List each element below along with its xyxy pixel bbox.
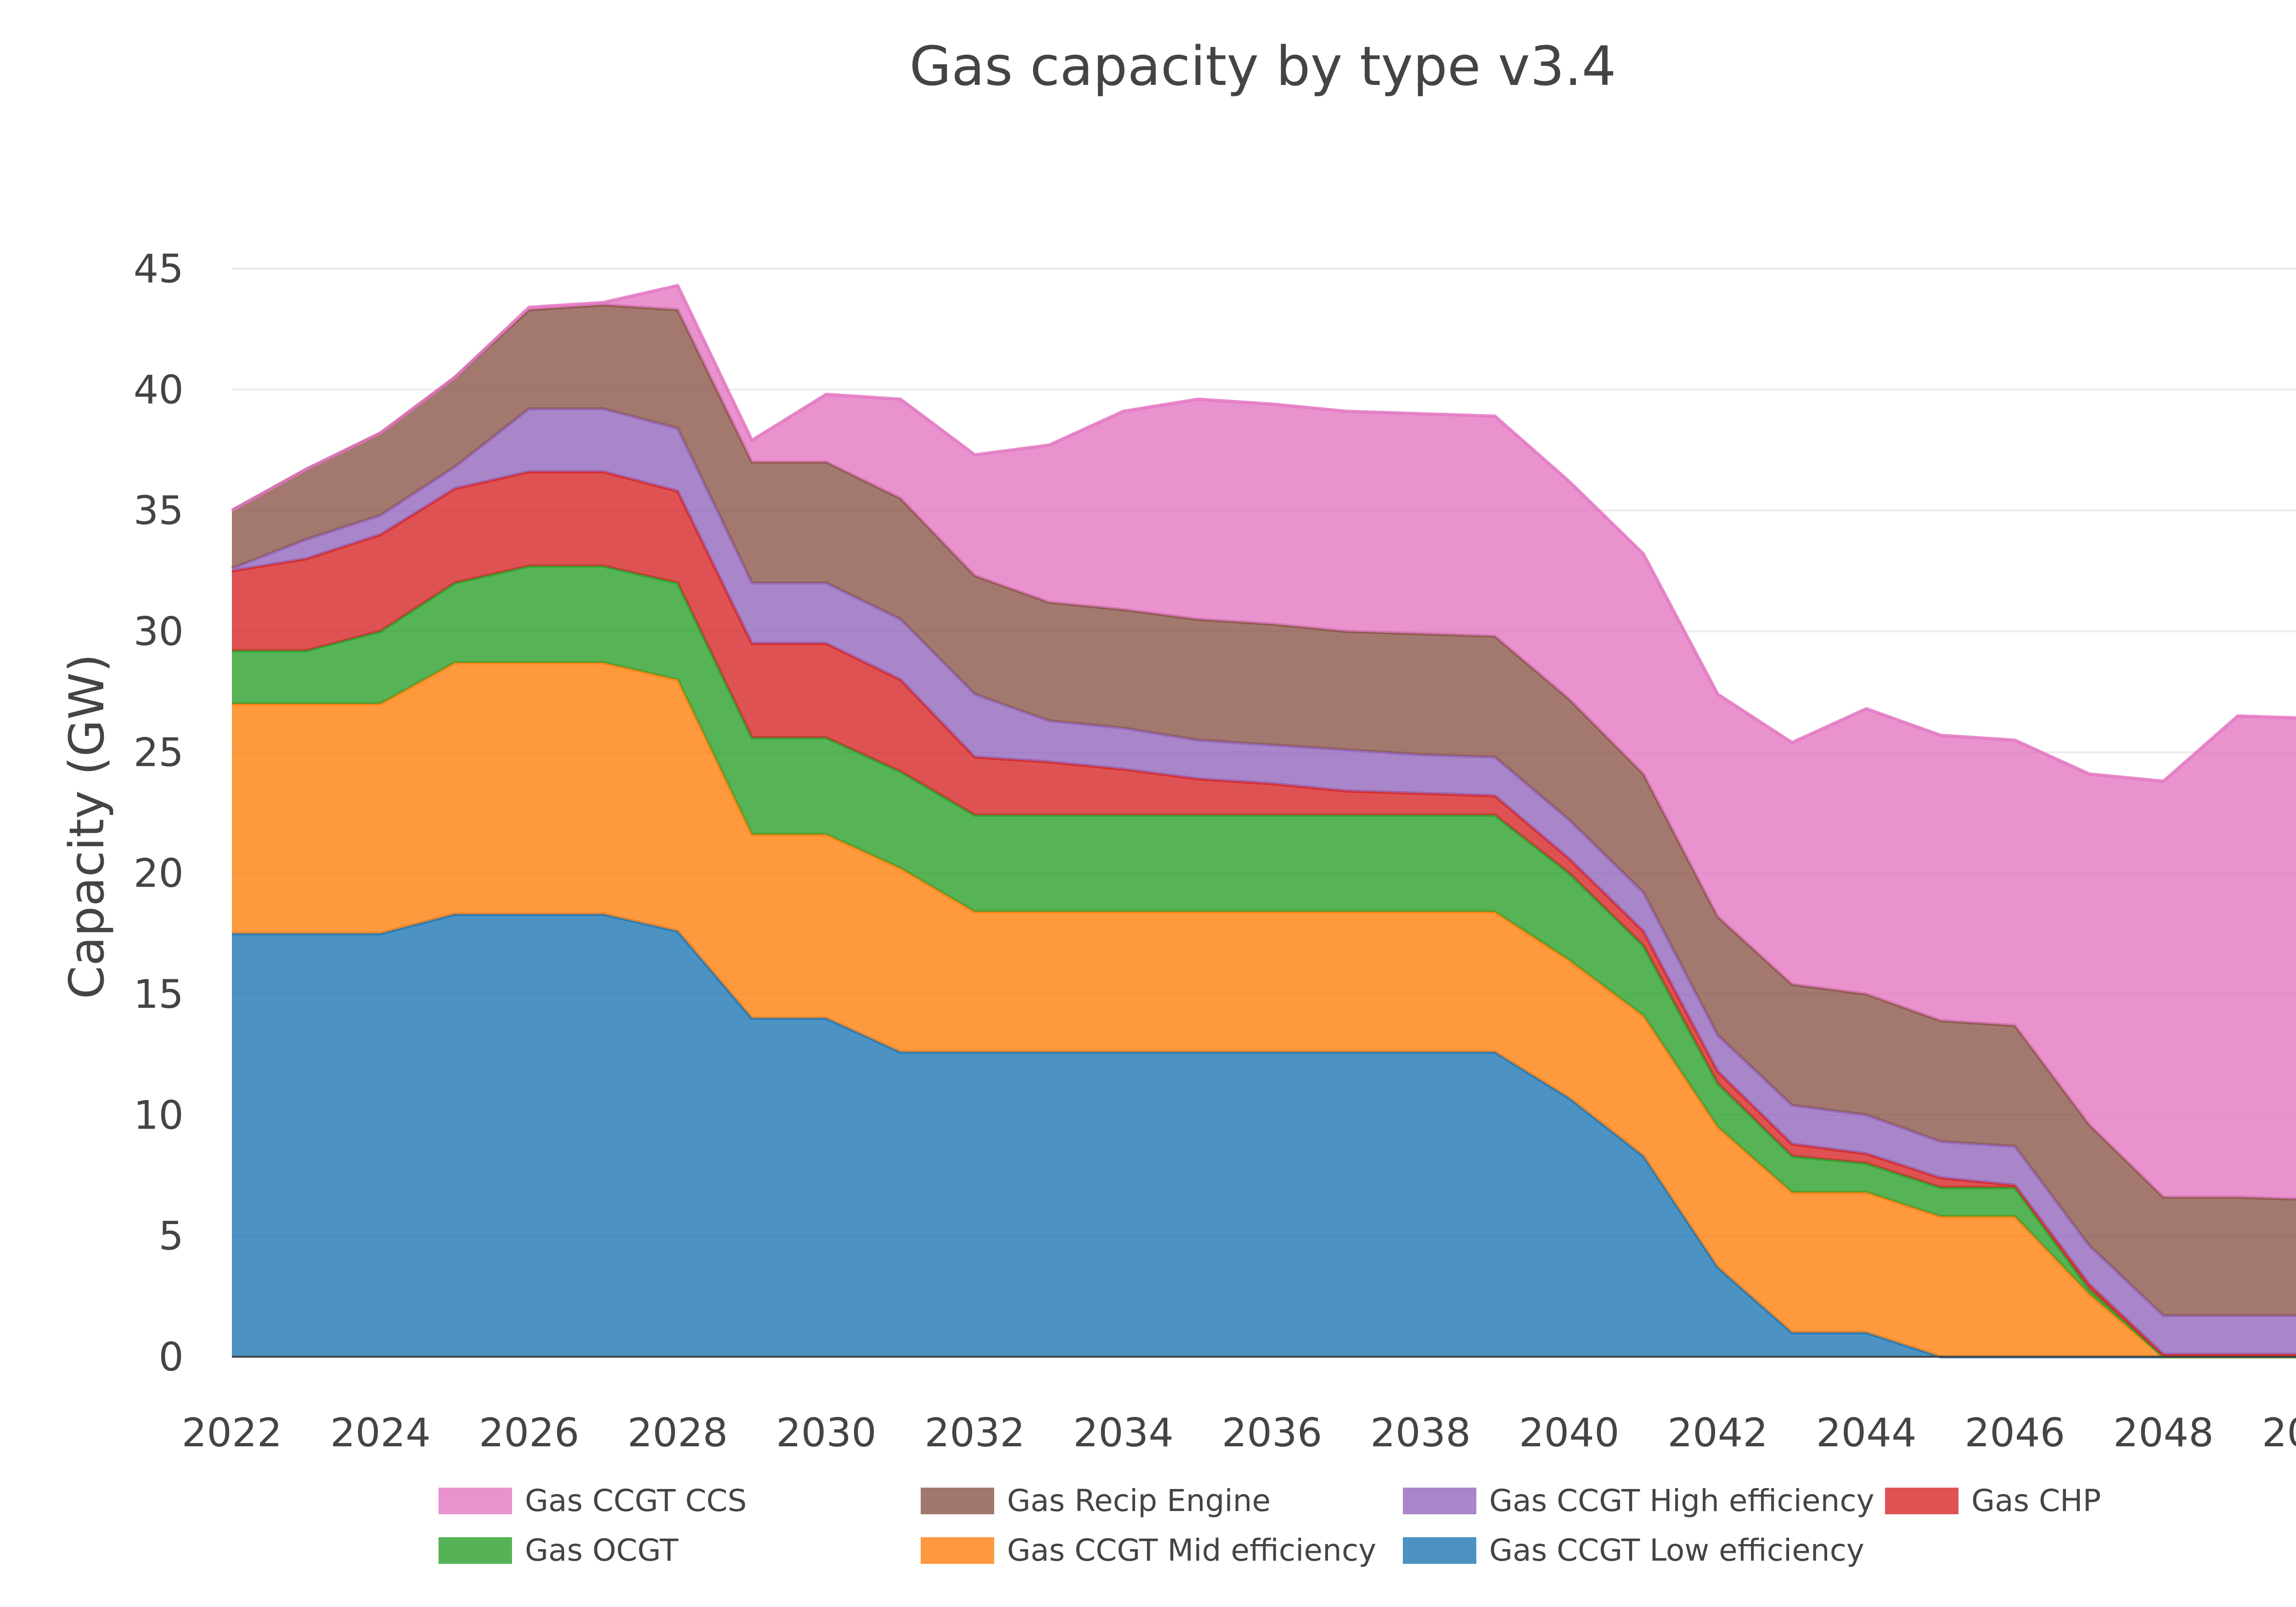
x-tick-label: 2042 bbox=[1667, 1410, 1768, 1456]
legend-label: Gas OCGT bbox=[525, 1533, 679, 1568]
series-line-gas-ccgt-ccs bbox=[231, 284, 2296, 783]
y-tick-label: 35 bbox=[134, 488, 184, 534]
legend-swatch bbox=[921, 1487, 994, 1514]
legend-swatch bbox=[1403, 1487, 1476, 1514]
y-tick-label: 30 bbox=[134, 609, 184, 655]
y-tick-label: 15 bbox=[134, 972, 184, 1017]
legend-item[interactable]: Gas CCGT High efficiency bbox=[1403, 1483, 1874, 1518]
y-tick-label: 5 bbox=[158, 1214, 184, 1259]
legend-label: Gas CHP bbox=[1971, 1483, 2101, 1518]
legend-item[interactable]: Gas CCGT Low efficiency bbox=[1403, 1533, 1864, 1568]
legend-swatch bbox=[1885, 1487, 1958, 1514]
legend-label: Gas CCGT High efficiency bbox=[1489, 1483, 1874, 1518]
area-gas-recip-engine[interactable] bbox=[232, 305, 2296, 1316]
area-gas-ccgt-ccs[interactable] bbox=[232, 285, 2296, 1200]
x-axis-ticks: 2022 2024 2026 2028 2030 2032 2034 2036 2038 2040… bbox=[182, 1410, 2296, 1456]
legend-label: Gas Recip Engine bbox=[1007, 1483, 1271, 1518]
y-tick-label: 40 bbox=[134, 367, 184, 413]
x-tick-label: 2048 bbox=[2113, 1410, 2214, 1456]
legend-swatch bbox=[439, 1537, 512, 1564]
y-tick-label: 20 bbox=[134, 851, 184, 897]
legend-label: Gas CCGT CCS bbox=[525, 1483, 747, 1518]
legend-item[interactable]: Gas CCGT Mid efficiency bbox=[921, 1533, 1376, 1568]
legend-item[interactable]: Gas CHP bbox=[1885, 1483, 2101, 1518]
area-series bbox=[231, 284, 2296, 1359]
y-tick-label: 10 bbox=[134, 1092, 184, 1138]
legend-item[interactable]: Gas Recip Engine bbox=[921, 1483, 1271, 1518]
legend-label: Gas CCGT Low efficiency bbox=[1489, 1533, 1864, 1568]
x-tick-label: 2026 bbox=[479, 1410, 580, 1456]
x-tick-label: 2024 bbox=[330, 1410, 431, 1456]
y-tick-label: 25 bbox=[134, 730, 184, 775]
x-tick-label: 2036 bbox=[1222, 1410, 1322, 1456]
legend-swatch bbox=[1403, 1537, 1476, 1564]
x-tick-label: 2040 bbox=[1519, 1410, 1620, 1456]
y-axis-title: Capacity (GW) bbox=[59, 654, 115, 999]
x-tick-label: 2038 bbox=[1370, 1410, 1471, 1456]
x-tick-label: 2032 bbox=[924, 1410, 1025, 1456]
legend-item[interactable]: Gas CCGT CCS bbox=[439, 1483, 747, 1518]
area-gas-chp[interactable] bbox=[232, 472, 2296, 1357]
x-tick-label: 2034 bbox=[1073, 1410, 1174, 1456]
y-tick-label: 0 bbox=[158, 1334, 184, 1380]
chart-title: Gas capacity by type v3.4 bbox=[909, 34, 1616, 98]
x-tick-label: 2030 bbox=[776, 1410, 877, 1456]
x-tick-label: 2050 bbox=[2262, 1410, 2296, 1456]
y-axis-ticks: 0 5 10 15 20 25 30 35 40 45 bbox=[134, 246, 184, 1380]
x-tick-label: 2028 bbox=[627, 1410, 728, 1456]
x-tick-label: 2022 bbox=[182, 1410, 282, 1456]
x-tick-label: 2044 bbox=[1816, 1410, 1917, 1456]
area-gas-ccgt-high-efficiency[interactable] bbox=[232, 409, 2296, 1354]
area-gas-ccgt-low-efficiency[interactable] bbox=[232, 914, 2296, 1357]
area-gas-ocgt[interactable] bbox=[232, 566, 2296, 1357]
y-tick-label: 45 bbox=[134, 246, 184, 292]
legend-item[interactable]: Gas OCGT bbox=[439, 1533, 678, 1568]
legend-swatch bbox=[921, 1537, 994, 1564]
legend-swatch bbox=[439, 1487, 512, 1514]
x-tick-label: 2046 bbox=[1964, 1410, 2065, 1456]
legend-label: Gas CCGT Mid efficiency bbox=[1007, 1533, 1377, 1568]
